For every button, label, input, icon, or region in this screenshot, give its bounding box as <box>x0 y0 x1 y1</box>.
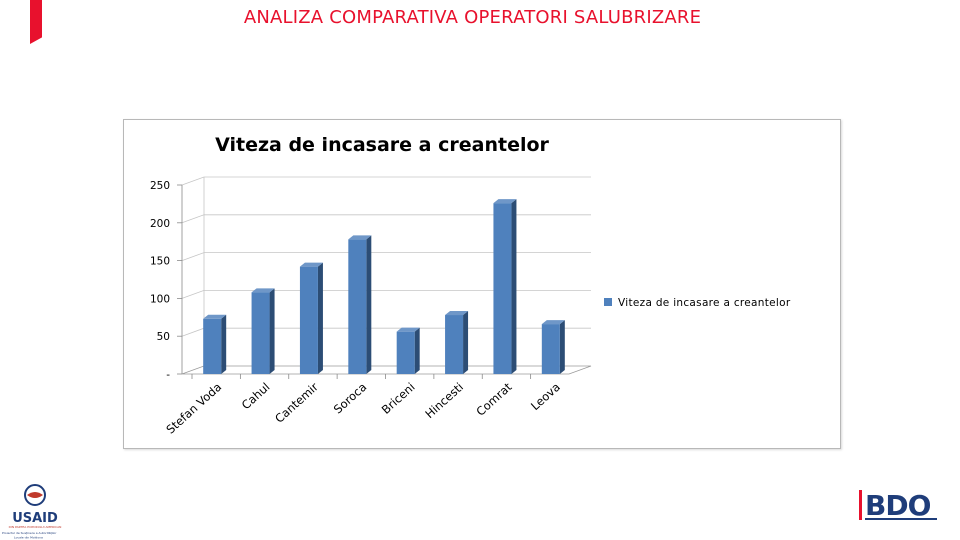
x-tick-label: Cahul <box>239 380 273 412</box>
x-tick-label: Leova <box>528 380 563 413</box>
bar-side <box>511 199 517 374</box>
bar-top <box>493 199 517 204</box>
legend-swatch <box>604 298 612 306</box>
x-tick-label: Stefan Voda <box>163 380 224 437</box>
usaid-project-line2: Locale din Moldova <box>14 536 43 540</box>
bar <box>203 318 222 374</box>
bar-top <box>203 314 227 319</box>
bar-side <box>463 311 469 374</box>
gridline <box>181 176 591 186</box>
bar-side <box>366 235 372 374</box>
bar-top <box>251 288 275 293</box>
x-tick-label: Cantemir <box>272 380 321 426</box>
y-tick-label: - <box>166 369 170 381</box>
y-tick-label: 100 <box>150 293 170 305</box>
bar <box>299 266 318 374</box>
gridline <box>181 252 591 261</box>
y-tick-label: 250 <box>150 180 170 192</box>
bar-top <box>445 311 469 316</box>
bdo-wordmark: BDO <box>865 489 931 522</box>
usaid-logo: USAID DIN PARTEA POPORULUI AMERICAN Proi… <box>2 484 62 540</box>
legend: Viteza de incasare a creantelor <box>604 297 791 309</box>
chart-title: Viteza de incasare a creantelor <box>215 134 549 156</box>
gridline <box>181 327 591 337</box>
bdo-red-bar <box>859 490 862 520</box>
x-tick-label: Briceni <box>379 380 418 417</box>
x-tick-label: Comrat <box>473 380 514 419</box>
gridline <box>181 289 591 299</box>
bar-top <box>348 235 372 240</box>
bar-top <box>299 262 323 267</box>
legend-label: Viteza de incasare a creantelor <box>618 297 791 309</box>
bar <box>396 331 415 374</box>
y-tick-label: 200 <box>150 218 170 230</box>
y-tick-label: 150 <box>150 256 170 268</box>
bar-side <box>559 320 565 374</box>
chart-floor <box>181 365 592 375</box>
y-tick-labels: - 50 100 150 200 250 <box>150 180 170 381</box>
bars <box>203 199 565 374</box>
bdo-logo: BDO <box>859 489 937 522</box>
bar <box>251 292 270 374</box>
x-tick-label: Soroca <box>331 380 370 417</box>
gridline <box>181 214 591 224</box>
bar <box>493 203 512 374</box>
chart-frame: Viteza de incasare a creantelor - 50 100 15… <box>123 119 841 449</box>
bar-top <box>396 327 420 332</box>
x-tick-label: Hincesti <box>422 380 466 421</box>
bar <box>445 315 464 374</box>
bar-side <box>269 288 275 374</box>
grid <box>181 176 591 337</box>
x-tick-labels: Stefan Voda Cahul Cantemir Soroca Briceni Hin… <box>163 380 562 437</box>
usaid-wordmark: USAID <box>12 511 58 526</box>
bar-side <box>221 314 227 374</box>
bar-chart: Viteza de incasare a creantelor - 50 100 15… <box>150 134 791 437</box>
page-title: ANALIZA COMPARATIVA OPERATORI SALUBRIZAR… <box>243 7 702 28</box>
bar-top <box>541 320 565 325</box>
bar-side <box>317 262 323 374</box>
usaid-subtitle: DIN PARTEA POPORULUI AMERICAN <box>9 525 62 529</box>
accent-bar <box>30 0 42 44</box>
bar <box>541 324 560 374</box>
bar <box>348 239 367 374</box>
usaid-project-line1: Proiectul de Susţinere a Autorităţilor <box>2 531 57 535</box>
axes <box>177 177 592 379</box>
bar-side <box>414 327 420 374</box>
y-tick-label: 50 <box>157 331 170 343</box>
